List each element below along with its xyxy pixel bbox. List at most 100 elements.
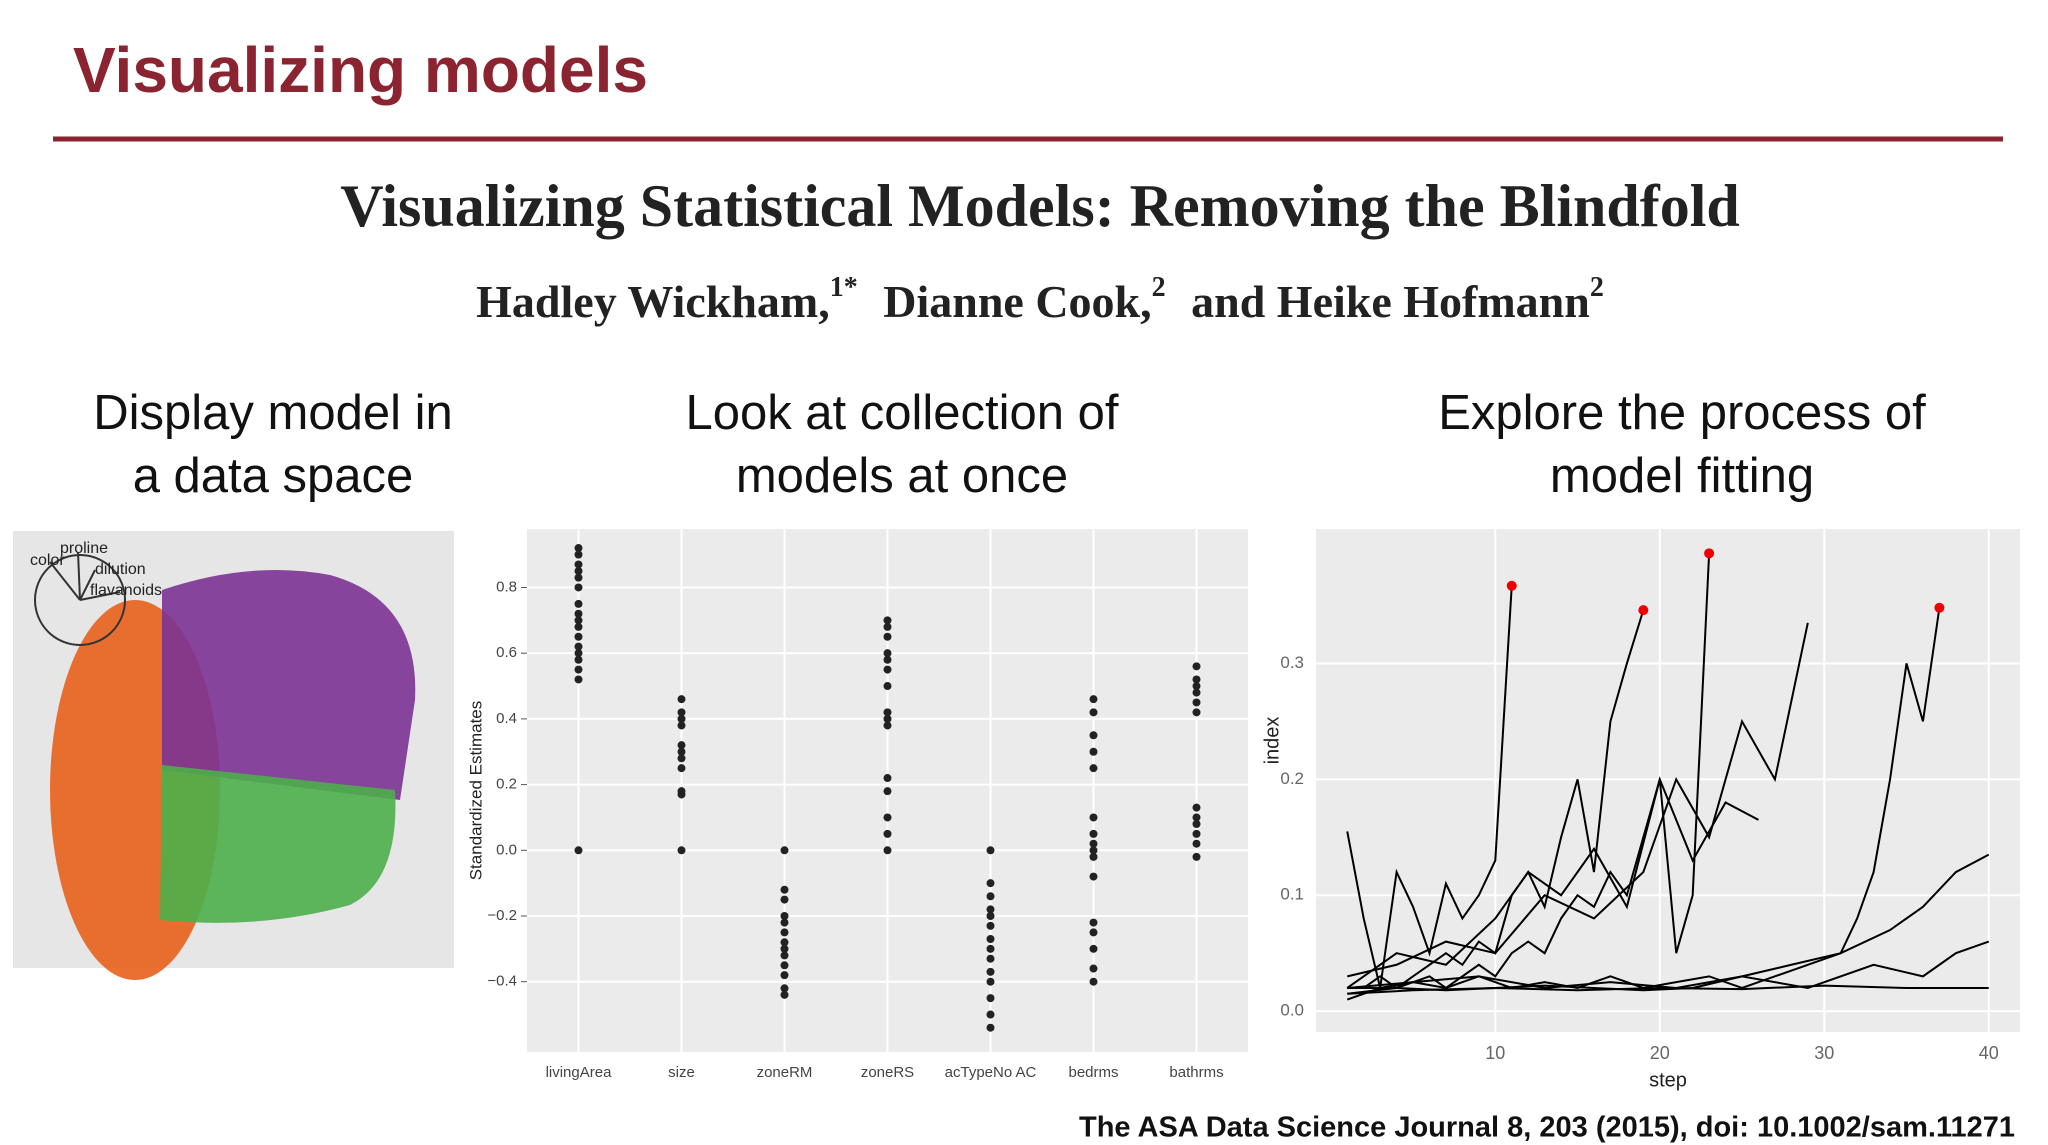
series-line (1346, 776, 1759, 989)
point (986, 934, 995, 943)
point (1089, 731, 1098, 740)
x-tick-label: bedrms (1068, 1064, 1118, 1081)
point (574, 544, 583, 553)
point (677, 787, 686, 796)
point (1192, 688, 1201, 697)
x-tick-label: 10 (1485, 1043, 1505, 1063)
column-heading: Display model in (93, 386, 453, 440)
x-tick-label: 30 (1814, 1043, 1834, 1063)
x-tick-label: zoneRS (861, 1064, 914, 1081)
x-tick-label: 40 (1979, 1043, 1999, 1063)
citation: The ASA Data Science Journal 8, 203 (201… (1079, 1112, 2015, 1144)
point (986, 879, 995, 888)
point (883, 813, 892, 822)
highlight-point (1506, 580, 1517, 591)
y-tick-label: 0.3 (1280, 653, 1304, 672)
biplot-circle (34, 554, 126, 646)
column-heading: Explore the process of (1438, 386, 1926, 440)
y-axis-label: Standardized Estimates (466, 701, 485, 881)
column-heading: Look at collection of (685, 386, 1118, 440)
column-heading: a data space (133, 449, 414, 503)
y-tick-label: 0.4 (496, 710, 517, 727)
point (1192, 829, 1201, 838)
x-tick-label: zoneRM (757, 1064, 813, 1081)
series-line (1347, 607, 1941, 990)
biplot-label: dilution (95, 561, 146, 578)
point (677, 714, 686, 723)
point (574, 622, 583, 631)
series-line (1347, 622, 1809, 978)
point (883, 655, 892, 664)
point (1192, 852, 1201, 861)
series-line (1346, 585, 1513, 989)
point (883, 714, 892, 723)
series-line (1347, 984, 1989, 995)
biplot-label: color (30, 552, 65, 569)
point (780, 938, 789, 947)
point (780, 944, 789, 953)
biplot-axis (77, 551, 81, 601)
point (574, 846, 583, 855)
x-tick-label: size (668, 1064, 695, 1081)
y-tick-label: 0.2 (1280, 769, 1304, 788)
point (780, 895, 789, 904)
point (986, 967, 995, 976)
biplot-panel: proline color dilution flavanoids (13, 531, 454, 980)
biplot-axis (79, 591, 121, 601)
point (780, 984, 789, 993)
point (1089, 964, 1098, 973)
point (986, 911, 995, 920)
point (1192, 820, 1201, 829)
point (780, 885, 789, 894)
plot-background (1316, 529, 2020, 1032)
highlight-point (1638, 605, 1649, 616)
point (883, 774, 892, 783)
point (1089, 839, 1098, 848)
point (574, 642, 583, 651)
point (1192, 839, 1201, 848)
point (574, 599, 583, 608)
point (574, 675, 583, 684)
point (883, 622, 892, 631)
author-affiliation: 2 (1152, 272, 1166, 303)
author-name: Hadley Wickham, (476, 276, 830, 327)
x-axis-label: step (1649, 1069, 1687, 1091)
point (574, 583, 583, 592)
point (1089, 829, 1098, 838)
point (986, 1010, 995, 1019)
y-tick-label: −0.4 (487, 973, 517, 990)
y-tick-label: 0.1 (1280, 885, 1304, 904)
point (883, 846, 892, 855)
point (677, 695, 686, 704)
point (677, 764, 686, 773)
point (1089, 747, 1098, 756)
y-tick-label: 0.6 (496, 644, 517, 661)
point (1089, 846, 1098, 855)
paper-title: Visualizing Statistical Models: Removing… (340, 173, 1740, 239)
point (677, 721, 686, 730)
point (780, 990, 789, 999)
point (780, 918, 789, 927)
y-tick-label: −0.2 (487, 907, 517, 924)
point (1192, 662, 1201, 671)
point (574, 573, 583, 582)
point (574, 550, 583, 559)
point (1089, 872, 1098, 881)
author-affiliation: 2 (1590, 272, 1604, 303)
x-tick-label: bathrms (1169, 1064, 1223, 1081)
point (574, 632, 583, 641)
point (1089, 764, 1098, 773)
point (883, 721, 892, 730)
point (677, 747, 686, 756)
point (677, 754, 686, 763)
point (574, 609, 583, 618)
cluster-purple (162, 570, 416, 800)
point (1192, 698, 1201, 707)
point (574, 616, 583, 625)
point (883, 616, 892, 625)
biplot-axis (79, 569, 96, 601)
point (780, 961, 789, 970)
point (883, 682, 892, 691)
point (986, 944, 995, 953)
author-affiliation: 1* (830, 272, 858, 303)
